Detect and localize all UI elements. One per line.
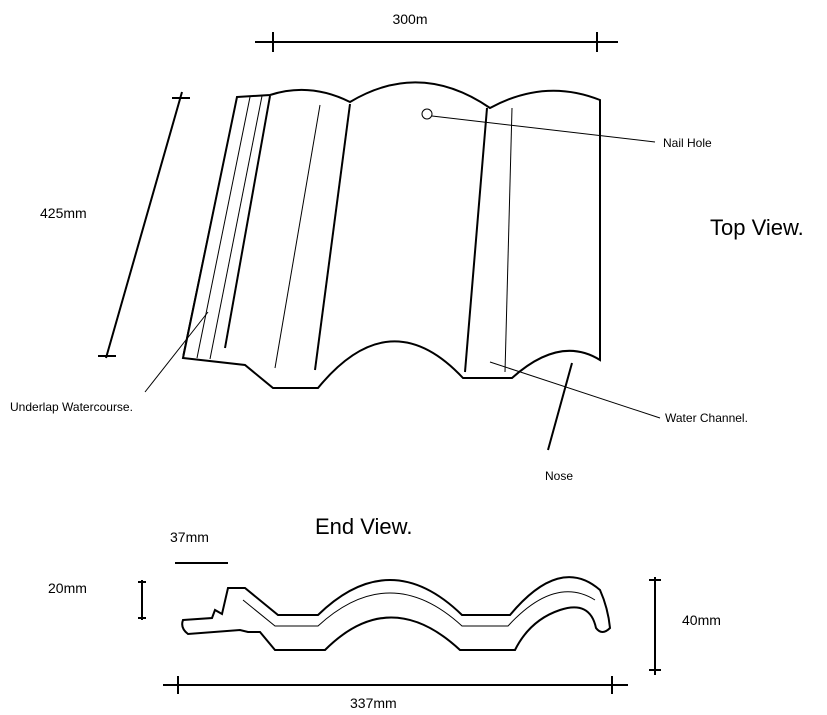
water-channel-leader (489, 361, 661, 419)
width-label: 300m (392, 11, 427, 27)
tile-end-profile (181, 576, 612, 651)
length-label: 425mm (40, 205, 87, 221)
end-width-dimension (163, 676, 628, 694)
width-dimension (255, 32, 618, 52)
top-view-title: Top View. (710, 215, 804, 240)
end-view-title: End View. (315, 514, 412, 539)
tile-end-inner (242, 591, 596, 627)
underlap-label: Underlap Watercourse. (10, 400, 133, 414)
nose-leader (547, 362, 573, 451)
lap-label: 37mm (170, 529, 209, 545)
nail-hole-leader (431, 115, 656, 143)
lap-height-dimension (138, 580, 146, 620)
tile-top-view (181, 81, 601, 389)
end-width-label: 337mm (350, 695, 397, 711)
height-dimension (649, 577, 661, 675)
water-channel-label: Water Channel. (665, 411, 748, 425)
height-label: 40mm (682, 612, 721, 628)
nail-hole-label: Nail Hole (663, 136, 712, 150)
length-dimension (98, 91, 190, 359)
lap-height-label: 20mm (48, 580, 87, 596)
underlap-leader (144, 311, 209, 393)
nose-label: Nose (545, 469, 573, 483)
